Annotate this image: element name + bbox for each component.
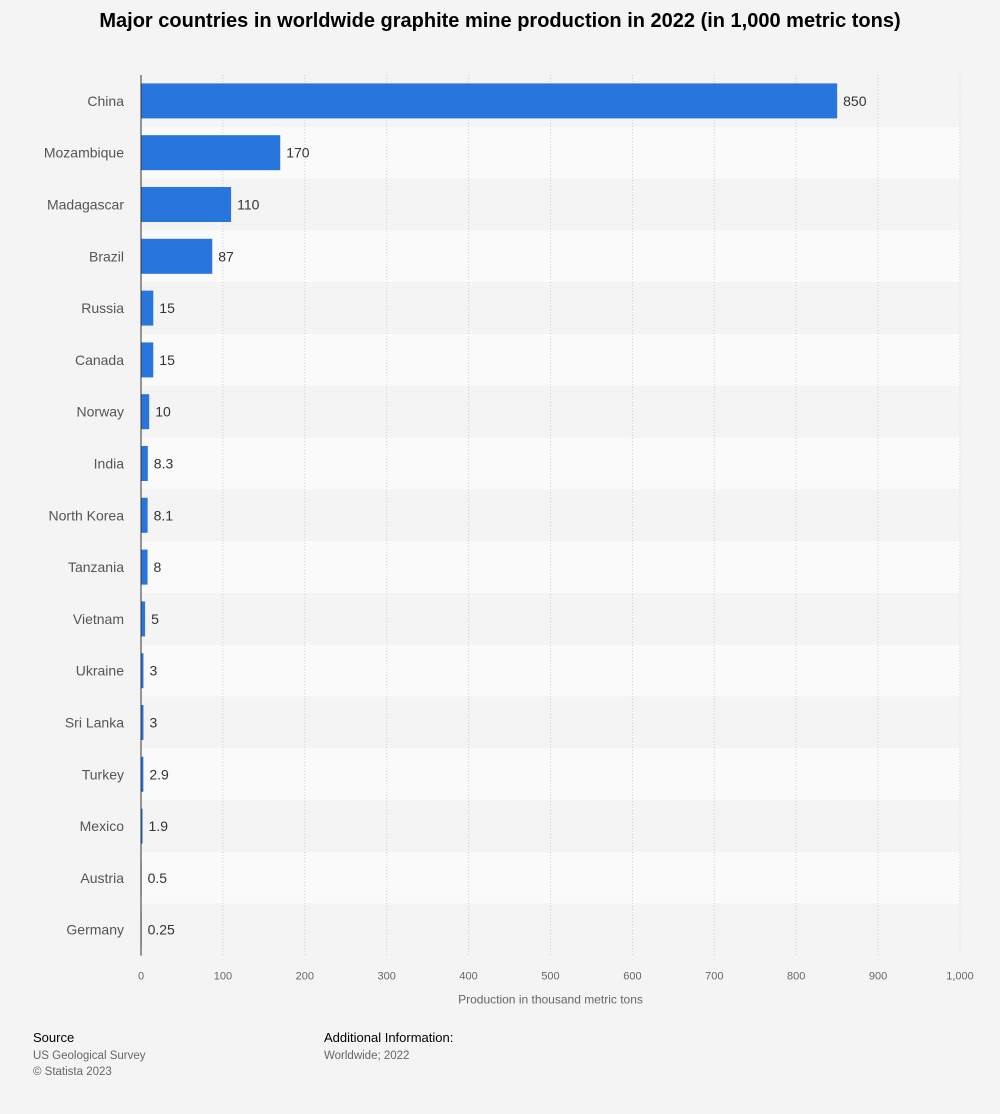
data-label: 5	[151, 611, 159, 627]
data-label: 2.9	[149, 766, 169, 782]
bar	[141, 394, 150, 430]
category-label: Tanzania	[68, 559, 124, 575]
x-tick-label: 500	[541, 971, 559, 983]
bar	[141, 808, 143, 844]
x-tick-label: 600	[623, 971, 641, 983]
data-label: 110	[237, 197, 260, 213]
copyright-line: © Statista 2023	[33, 1066, 112, 1078]
category-label: Vietnam	[73, 611, 124, 627]
category-label: China	[87, 93, 124, 109]
category-label: Canada	[75, 352, 124, 368]
row-band	[141, 437, 960, 490]
category-label: North Korea	[49, 507, 125, 523]
category-label: Mozambique	[44, 145, 124, 161]
data-label: 8	[154, 559, 162, 575]
category-label: Sri Lanka	[65, 715, 124, 731]
data-label: 850	[843, 93, 867, 109]
data-label: 1.9	[149, 818, 169, 834]
category-label: Ukraine	[76, 663, 124, 679]
data-label: 10	[155, 404, 171, 420]
x-tick-label: 800	[787, 971, 805, 983]
x-tick-label: 1,000	[946, 971, 974, 983]
category-label: Turkey	[82, 766, 124, 782]
row-band	[141, 852, 960, 904]
bar	[141, 83, 838, 119]
bar	[141, 290, 154, 326]
category-label: Madagascar	[47, 197, 124, 213]
category-label: Norway	[77, 404, 124, 420]
bar	[141, 342, 154, 378]
additional-info-line: Worldwide; 2022	[324, 1050, 410, 1062]
x-tick-label: 200	[296, 971, 314, 983]
bar	[141, 549, 148, 585]
row-band	[141, 903, 960, 956]
category-label: Austria	[80, 870, 124, 886]
data-label: 0.5	[148, 870, 168, 886]
category-label: Russia	[81, 300, 124, 316]
category-label: Brazil	[89, 248, 124, 264]
x-tick-label: 400	[459, 971, 477, 983]
data-label: 170	[286, 145, 310, 161]
row-band	[141, 489, 960, 542]
data-label: 3	[149, 715, 157, 731]
category-label: India	[94, 456, 125, 472]
additional-info-block: Additional Information: Worldwide; 2022	[324, 1030, 453, 1064]
additional-info-heading: Additional Information:	[324, 1030, 454, 1045]
source-heading: Source	[33, 1030, 75, 1045]
row-band	[141, 644, 960, 697]
data-label: 87	[218, 248, 234, 264]
category-label: Germany	[66, 922, 124, 938]
x-tick-label: 900	[869, 971, 887, 983]
x-tick-label: 0	[138, 971, 144, 983]
data-label: 15	[159, 300, 175, 316]
data-label: 15	[159, 352, 175, 368]
bar	[141, 446, 148, 481]
bar	[141, 653, 144, 689]
x-tick-label: 700	[705, 971, 723, 983]
source-block: Source US Geological Survey © Statista 2…	[33, 1030, 146, 1080]
data-label: 8.1	[154, 507, 174, 523]
bar	[141, 135, 281, 171]
row-band	[141, 696, 960, 749]
bar	[141, 601, 146, 637]
bar	[141, 497, 148, 533]
row-band	[141, 282, 960, 334]
bar	[141, 756, 144, 792]
data-label: 3	[149, 663, 157, 679]
bar	[141, 187, 232, 222]
row-band	[141, 230, 960, 283]
x-tick-label: 100	[214, 971, 232, 983]
data-label: 0.25	[148, 922, 175, 938]
chart-title: Major countries in worldwide graphite mi…	[99, 10, 901, 32]
category-label: Mexico	[80, 818, 125, 834]
x-tick-label: 300	[378, 971, 396, 983]
data-label: 8.3	[154, 456, 174, 472]
x-axis-title: Production in thousand metric tons	[458, 993, 643, 1007]
bar	[141, 238, 213, 274]
source-line: US Geological Survey	[33, 1050, 146, 1062]
bar	[141, 705, 144, 740]
